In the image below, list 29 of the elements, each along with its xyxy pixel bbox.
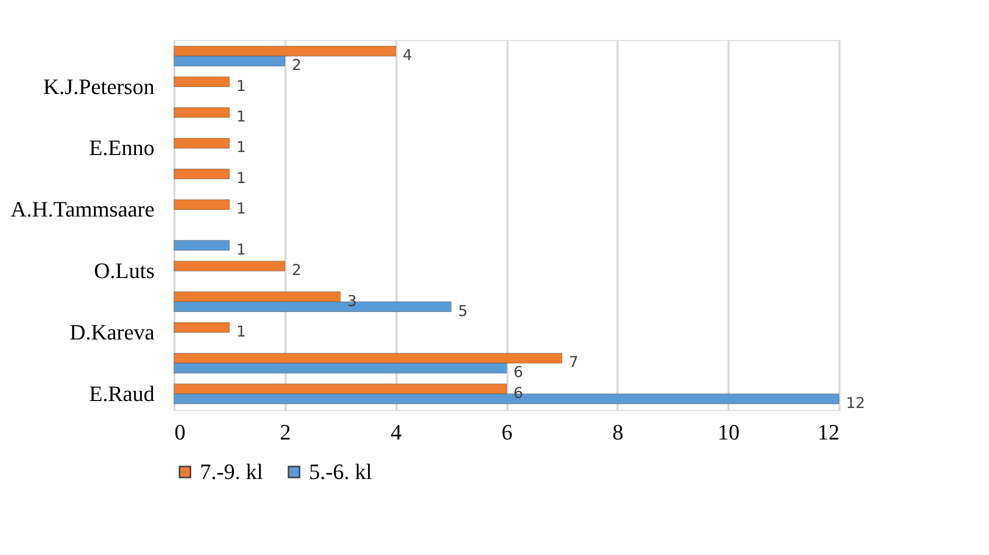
data-label: 6 — [514, 363, 524, 382]
data-label: 12 — [846, 394, 866, 412]
x-tick-label: 10 — [718, 420, 740, 444]
data-label: 4 — [402, 46, 412, 64]
x-tick-label: 4 — [390, 420, 402, 444]
data-label: 2 — [292, 56, 302, 74]
data-label: 1 — [236, 240, 246, 258]
data-label: 5 — [458, 302, 468, 320]
data-label: 1 — [236, 200, 246, 218]
x-tick-label: 12 — [818, 420, 840, 444]
y-tick-label: E.Raud — [89, 380, 154, 406]
x-tick-label: 0 — [174, 420, 186, 444]
data-label: 1 — [236, 108, 246, 126]
y-tick-label: D.Kareva — [70, 319, 155, 344]
y-tick-label: O.Luts — [94, 258, 154, 284]
x-tick-label: 6 — [502, 420, 512, 444]
data-label: 1 — [236, 138, 246, 156]
x-tick-label: 8 — [612, 420, 624, 444]
y-tick-label: E.Enno — [89, 135, 154, 160]
y-tick-label: A.H.Tammsaare — [10, 196, 154, 222]
legend-label: 5.-6. kl — [309, 459, 372, 484]
data-label: 7 — [568, 353, 578, 372]
data-label: 1 — [236, 168, 246, 187]
data-label: 1 — [236, 322, 246, 340]
legend-label: 7.-9. kl — [200, 459, 263, 484]
data-label: 2 — [292, 261, 302, 280]
x-tick-label: 2 — [280, 420, 291, 444]
y-tick-label: K.J.Peterson — [43, 74, 154, 99]
data-label: 1 — [236, 76, 246, 95]
